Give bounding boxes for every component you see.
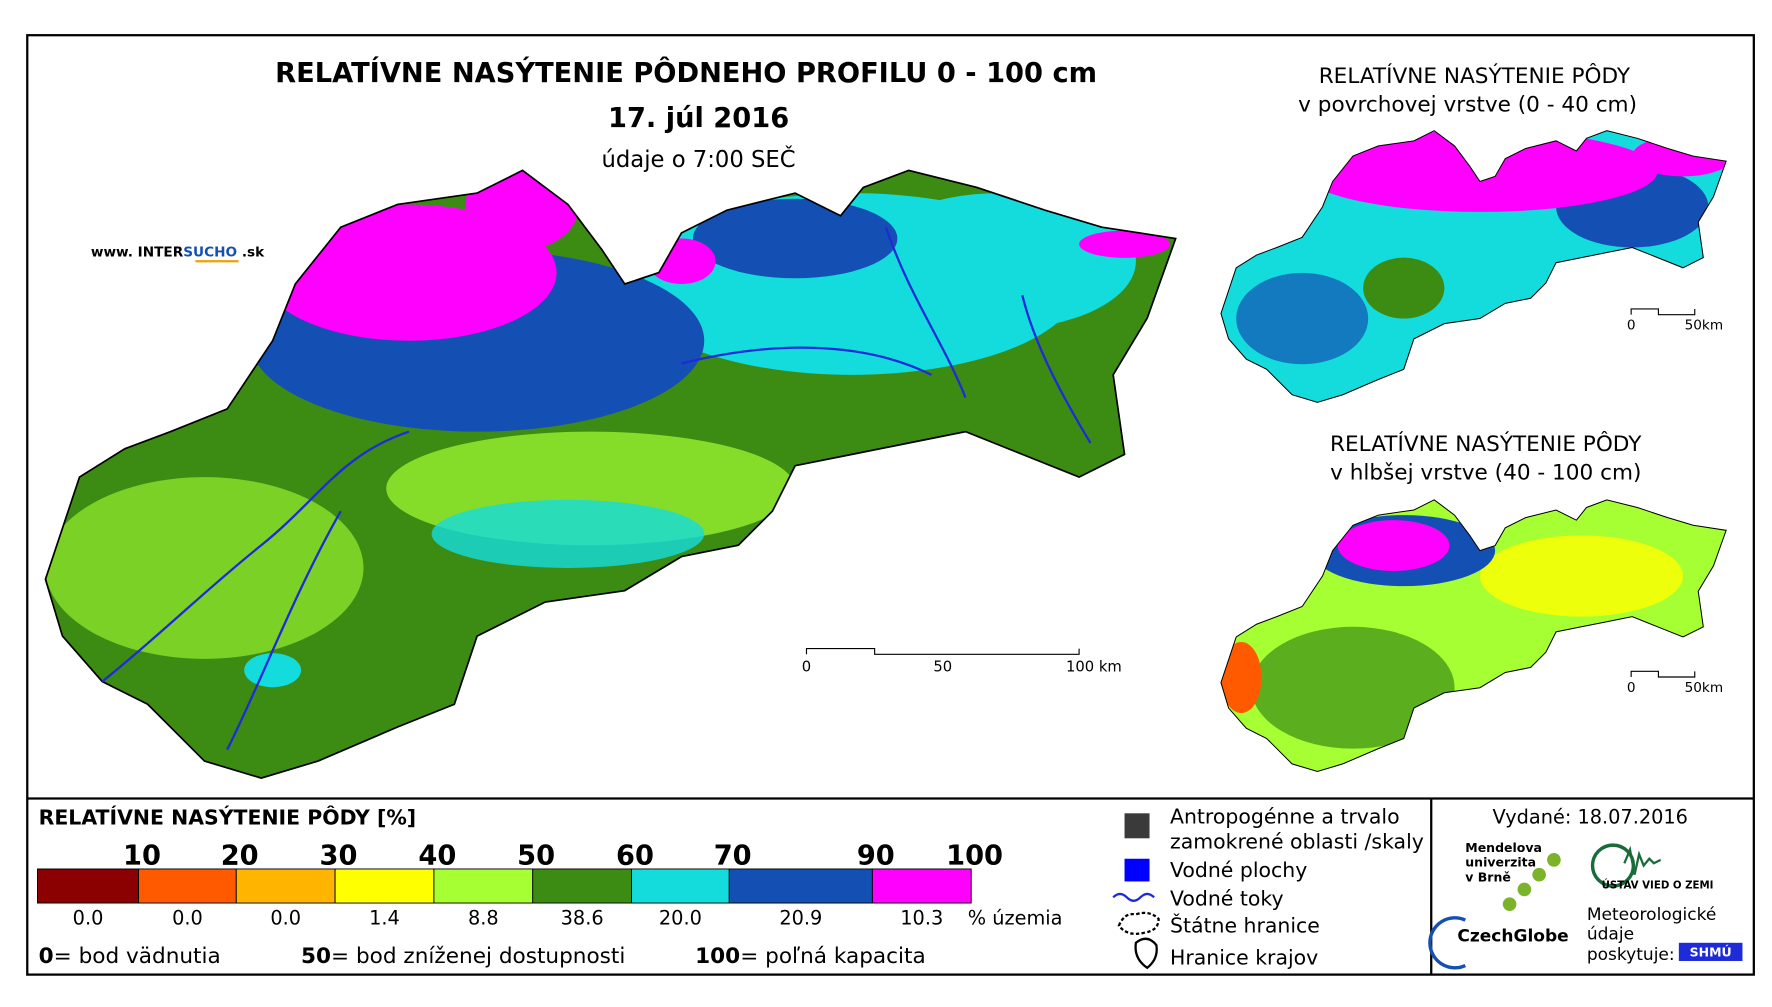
logo-text: SHMÚ: [1690, 944, 1732, 959]
inset-scale: 0 50km 0 50km: [1627, 308, 1724, 696]
legend-swatch: [138, 868, 237, 904]
legend-share: 0.0: [172, 907, 203, 930]
legend-share: 0.0: [270, 907, 301, 930]
map-legend-label: Vodné plochy: [1170, 858, 1307, 882]
legend-bar: 0.0 0.0 0.0 1.4 8.8 38.6 20.0 20.9 10.3 10 20 30 40 5…: [37, 840, 1003, 930]
logo-text: ÚSTAV VIED O ZEMI: [1602, 878, 1714, 891]
map-legend-label: zamokrené oblasti /skaly: [1170, 830, 1424, 854]
legend-share: 1.4: [369, 907, 400, 930]
legend-swatch: [433, 868, 534, 904]
scale-label: 50km: [1685, 680, 1724, 696]
legend-swatch: [631, 868, 730, 904]
legend-swatch: [728, 868, 873, 904]
legend-tick: 50: [517, 840, 555, 871]
map-legend-label: Antropogénne a trvalo: [1170, 805, 1400, 829]
map-legend-label: Vodné toky: [1170, 886, 1284, 910]
legend-note: 0= bod vädnutia: [39, 944, 221, 969]
inset-title: v povrchovej vrstve (0 - 40 cm): [1298, 92, 1637, 117]
logo-text: v Brně: [1465, 869, 1511, 884]
legend-share: 38.6: [561, 907, 604, 930]
map-legend-label: Hranice krajov: [1170, 945, 1318, 969]
legend-tick: 90: [857, 840, 895, 871]
inset-title: RELATÍVNE NASÝTENIE PÔDY: [1330, 431, 1642, 457]
scale-label: 0: [1627, 680, 1636, 696]
legend-tick: 60: [616, 840, 654, 871]
scale-label: 50km: [1685, 317, 1724, 333]
legend-note: 50= bod zníženej dostupnosti: [301, 944, 625, 969]
legend-tick: 70: [714, 840, 752, 871]
scale-label: 50: [933, 658, 952, 675]
map-legend: Antropogénne a trvalo zamokrené oblasti …: [1112, 805, 1424, 969]
website: www. INTERSUCHO .sk: [91, 245, 265, 261]
legend-tick: 20: [221, 840, 259, 871]
date: 17. júl 2016: [608, 103, 789, 134]
logo-text: údaje: [1587, 924, 1634, 944]
legend-share: 10.3: [900, 907, 943, 930]
legend-unit: % územia: [968, 907, 1063, 930]
legend-tick: 10: [123, 840, 161, 871]
scale-label: 100 km: [1066, 658, 1122, 675]
legend-swatch: [532, 868, 633, 904]
legend-tick: 30: [320, 840, 358, 871]
legend-share: 20.0: [659, 907, 702, 930]
logo-text: Mendelova: [1465, 840, 1542, 855]
legend-title: RELATÍVNE NASÝTENIE PÔDY [%]: [39, 805, 417, 830]
legend-swatch: [235, 868, 336, 904]
logo-text: Meteorologické: [1587, 905, 1716, 925]
note: údaje o 7:00 SEČ: [602, 145, 796, 173]
issued: Vydané: 18.07.2016: [1493, 806, 1688, 829]
main-scale: 0 50 100 km: [802, 648, 1122, 675]
scale-label: 0: [802, 658, 811, 675]
logo-text: poskytuje:: [1587, 945, 1675, 965]
inset-title: RELATÍVNE NASÝTENIE PÔDY: [1319, 63, 1631, 89]
title: RELATÍVNE NASÝTENIE PÔDNEHO PROFILU 0 - …: [275, 57, 1097, 89]
legend-swatch: [871, 868, 972, 904]
legend-tick: 100: [946, 840, 1003, 871]
footer: Vydané: 18.07.2016 Mendelova univerzita …: [1428, 806, 1743, 970]
legend-swatch: [334, 868, 435, 904]
logo-text: univerzita: [1465, 855, 1536, 870]
inset-title: v hlbšej vrstve (40 - 100 cm): [1330, 460, 1641, 485]
legend-tick: 40: [418, 840, 456, 871]
scale-label: 0: [1627, 317, 1636, 333]
legend-share: 20.9: [779, 907, 822, 930]
legend-share: 8.8: [468, 907, 499, 930]
legend-swatch: [37, 868, 140, 904]
logo-text: CzechGlobe: [1457, 927, 1568, 947]
legend-share: 0.0: [73, 907, 104, 930]
legend-note: 100= poľná kapacita: [695, 944, 926, 969]
map-legend-label: Štátne hranice: [1170, 913, 1320, 938]
